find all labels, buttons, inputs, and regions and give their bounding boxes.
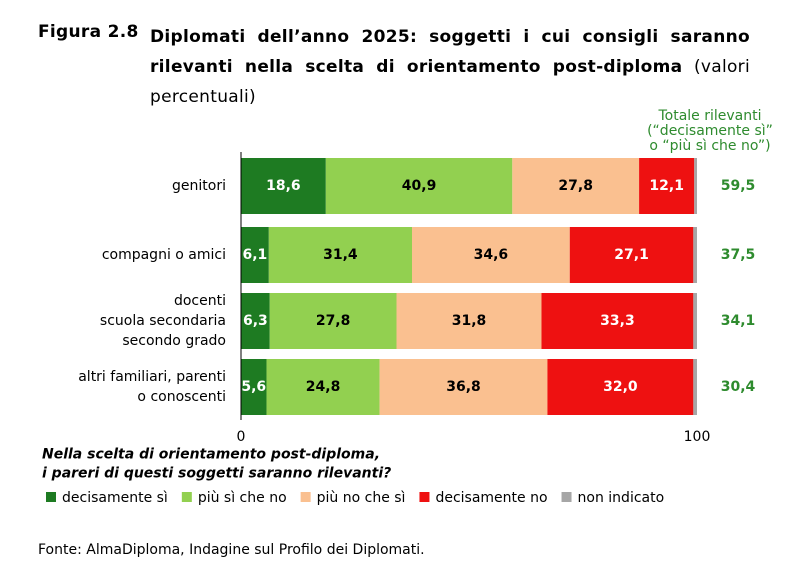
value-label: 6,3 — [243, 313, 268, 329]
bar-segment — [269, 293, 397, 349]
bar-segment — [241, 293, 270, 349]
total-label: 30,4 — [721, 379, 756, 395]
value-label: 27,8 — [316, 313, 351, 329]
source: Fonte: AlmaDiploma, Indagine sul Profilo… — [38, 542, 425, 558]
bar-segment — [268, 227, 412, 283]
value-label: 33,3 — [600, 313, 635, 329]
chart-subtitle: (valori percentuali) — [150, 57, 750, 107]
value-label: 36,8 — [446, 379, 481, 395]
legend-swatch — [46, 492, 56, 502]
legend-label: decisamente no — [435, 490, 547, 506]
legend-label: non indicato — [578, 490, 665, 506]
value-label: 12,1 — [649, 178, 684, 194]
x-tick-label: 100 — [684, 429, 711, 445]
chart-title-block: Diplomati dell’anno 2025: soggetti i cui… — [150, 22, 750, 112]
y-tick-label: docenti scuola secondaria secondo grado — [100, 293, 226, 349]
y-tick-label: genitori — [172, 178, 226, 194]
value-label: 40,9 — [402, 178, 437, 194]
value-label: 24,8 — [306, 379, 341, 395]
legend-label: più no che sì — [317, 490, 406, 506]
value-label: 27,1 — [614, 247, 649, 263]
totals-title: Totale rilevanti (“decisamente sì” o “più … — [647, 108, 773, 154]
bar-segment — [266, 359, 380, 415]
bar-segment — [379, 359, 548, 415]
x-tick-label: 0 — [237, 429, 246, 445]
legend-title: Nella scelta di orientamento post-diplom… — [42, 447, 391, 482]
bar-segment — [693, 359, 697, 415]
total-label: 37,5 — [721, 247, 756, 263]
value-label: 27,8 — [558, 178, 593, 194]
y-tick-label: compagni o amici — [102, 247, 226, 263]
value-label: 5,6 — [241, 379, 266, 395]
bar-segment — [694, 158, 697, 214]
legend-label: più sì che no — [198, 490, 287, 506]
legend-swatch — [181, 492, 192, 502]
total-label: 34,1 — [721, 313, 756, 329]
bar-segment — [569, 227, 694, 283]
legend-label: decisamente sì — [62, 490, 168, 506]
bar-segment — [325, 158, 513, 214]
legend-swatch — [300, 492, 311, 502]
legend-swatch — [561, 492, 572, 502]
total-label: 59,5 — [721, 178, 756, 194]
value-label: 32,0 — [603, 379, 638, 395]
bar-segment — [512, 158, 640, 214]
value-label: 34,6 — [474, 247, 509, 263]
bar-segment — [241, 227, 269, 283]
value-label: 31,4 — [323, 247, 358, 263]
figure-label: Figura 2.8 — [38, 22, 139, 42]
bar-segment — [396, 293, 542, 349]
bar-segment — [241, 158, 326, 214]
bar-segment — [241, 359, 267, 415]
bar-segment — [541, 293, 694, 349]
bar-segment — [547, 359, 694, 415]
value-label: 6,1 — [243, 247, 268, 263]
legend-swatch — [419, 492, 430, 502]
bar-segment — [412, 227, 570, 283]
chart-title: Diplomati dell’anno 2025: soggetti i cui… — [150, 27, 750, 77]
bar-segment — [639, 158, 695, 214]
value-label: 18,6 — [266, 178, 301, 194]
y-tick-label: altri familiari, parenti o conoscenti — [78, 369, 226, 405]
bar-segment — [693, 293, 697, 349]
value-label: 31,8 — [452, 313, 487, 329]
bar-segment — [693, 227, 697, 283]
